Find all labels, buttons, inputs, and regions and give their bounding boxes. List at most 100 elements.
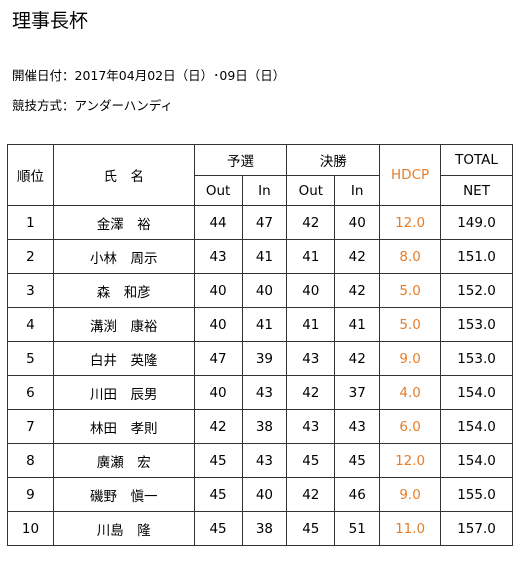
table-row: 9 磯野 愼一 45 40 42 46 9.0 155.0 [7,477,513,512]
cell-net: 149.0 [440,205,513,240]
header-final-in: In [334,175,381,206]
cell-rank: 3 [7,273,54,308]
header-qualifier: 予選 [193,144,288,176]
cell-qualifier-out: 45 [193,443,243,478]
cell-net: 153.0 [440,307,513,342]
cell-final-in: 42 [334,341,381,376]
cell-final-in: 41 [334,307,381,342]
cell-rank: 8 [7,443,54,478]
cell-name: 金澤 裕 [52,205,195,240]
cell-qualifier-out: 40 [193,273,243,308]
cell-qualifier-out: 40 [193,375,243,410]
cell-rank: 6 [7,375,54,410]
cell-rank: 5 [7,341,54,376]
table-row: 1 金澤 裕 44 47 42 40 12.0 149.0 [7,205,513,240]
table-row: 8 廣瀬 宏 45 43 45 45 12.0 154.0 [7,443,513,478]
cell-rank: 4 [7,307,54,342]
cell-final-out: 43 [286,409,336,444]
cell-final-in: 42 [334,239,381,274]
table-row: 10 川島 隆 45 38 45 51 11.0 157.0 [7,511,513,546]
header-net: NET [440,175,513,206]
event-date: 開催日付：2017年04月02日（日）･09日（日） [12,68,286,83]
cell-name: 白井 英隆 [52,341,195,376]
table-row: 6 川田 辰男 40 43 42 37 4.0 154.0 [7,375,513,410]
cell-net: 154.0 [440,375,513,410]
cell-final-in: 42 [334,273,381,308]
cell-final-in: 40 [334,205,381,240]
cell-qualifier-in: 43 [241,375,288,410]
header-qualifier-out: Out [193,175,243,206]
cell-net: 151.0 [440,239,513,274]
cell-hdcp: 5.0 [379,307,442,342]
cell-qualifier-out: 42 [193,409,243,444]
cell-net: 157.0 [440,511,513,546]
cell-hdcp: 12.0 [379,443,442,478]
cell-net: 152.0 [440,273,513,308]
cell-hdcp: 9.0 [379,477,442,512]
cell-final-in: 51 [334,511,381,546]
header-total: TOTAL [440,144,513,176]
cell-final-in: 37 [334,375,381,410]
cell-hdcp: 5.0 [379,273,442,308]
cell-name: 森 和彦 [52,273,195,308]
cell-name: 小林 周示 [52,239,195,274]
cell-final-in: 43 [334,409,381,444]
cell-net: 154.0 [440,443,513,478]
cell-rank: 10 [7,511,54,546]
cell-hdcp: 12.0 [379,205,442,240]
cell-qualifier-in: 41 [241,239,288,274]
cell-name: 廣瀬 宏 [52,443,195,478]
cell-name: 林田 孝則 [52,409,195,444]
table-row: 4 溝渕 康裕 40 41 41 41 5.0 153.0 [7,307,513,342]
header-hdcp: HDCP [379,144,442,206]
cell-name: 川島 隆 [52,511,195,546]
cell-name: 溝渕 康裕 [52,307,195,342]
cell-net: 153.0 [440,341,513,376]
cell-qualifier-out: 44 [193,205,243,240]
header-rank: 順位 [7,144,54,206]
cell-final-out: 41 [286,239,336,274]
header-qualifier-in: In [241,175,288,206]
cell-name: 川田 辰男 [52,375,195,410]
table-row: 7 林田 孝則 42 38 43 43 6.0 154.0 [7,409,513,444]
cell-qualifier-in: 40 [241,273,288,308]
cell-final-in: 46 [334,477,381,512]
cell-final-out: 42 [286,477,336,512]
table-body: 1 金澤 裕 44 47 42 40 12.0 149.0 2 小林 周示 43 41 41 42 8.0 1… [7,205,513,546]
cell-final-out: 40 [286,273,336,308]
cell-net: 154.0 [440,409,513,444]
header-final: 決勝 [286,144,381,176]
cell-net: 155.0 [440,477,513,512]
cell-hdcp: 6.0 [379,409,442,444]
cell-hdcp: 9.0 [379,341,442,376]
competition-format: 競技方式：アンダーハンディ [12,98,173,113]
cell-qualifier-in: 40 [241,477,288,512]
table-row: 5 白井 英隆 47 39 43 42 9.0 153.0 [7,341,513,376]
cell-qualifier-in: 47 [241,205,288,240]
table-header: 順位 氏 名 予選 決勝 HDCP TOTAL Out In Out In NE… [7,144,513,206]
cell-hdcp: 11.0 [379,511,442,546]
cell-qualifier-out: 40 [193,307,243,342]
table-row: 2 小林 周示 43 41 41 42 8.0 151.0 [7,239,513,274]
results-table: 順位 氏 名 予選 決勝 HDCP TOTAL Out In Out In NE… [7,144,513,546]
cell-qualifier-out: 47 [193,341,243,376]
cell-qualifier-in: 39 [241,341,288,376]
cell-hdcp: 4.0 [379,375,442,410]
cell-qualifier-out: 43 [193,239,243,274]
cell-final-out: 45 [286,511,336,546]
cell-rank: 1 [7,205,54,240]
cell-rank: 9 [7,477,54,512]
header-final-out: Out [286,175,336,206]
cell-name: 磯野 愼一 [52,477,195,512]
cell-final-out: 42 [286,205,336,240]
cell-final-out: 45 [286,443,336,478]
cell-final-out: 41 [286,307,336,342]
cell-qualifier-out: 45 [193,477,243,512]
cell-qualifier-out: 45 [193,511,243,546]
cell-qualifier-in: 38 [241,511,288,546]
cell-hdcp: 8.0 [379,239,442,274]
cell-rank: 2 [7,239,54,274]
cell-qualifier-in: 41 [241,307,288,342]
cell-final-in: 45 [334,443,381,478]
